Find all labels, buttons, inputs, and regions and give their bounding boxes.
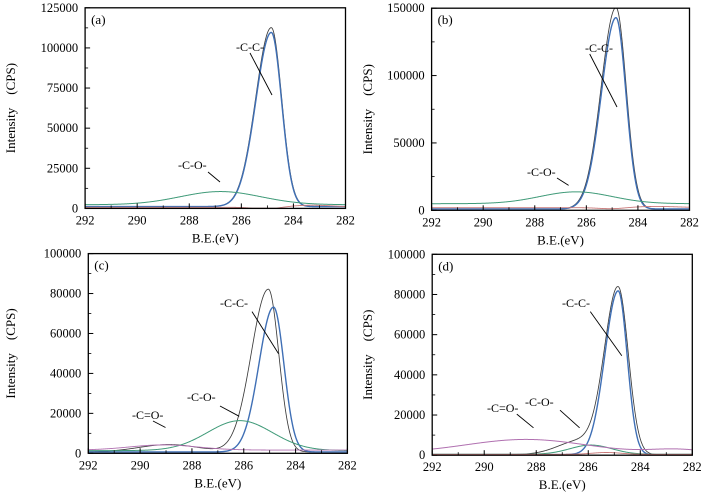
svg-text:(b): (b): [438, 12, 453, 27]
svg-text:-C-C-: -C-C-: [562, 296, 590, 310]
svg-text:292: 292: [79, 458, 98, 472]
svg-text:40000: 40000: [394, 368, 425, 382]
svg-text:282: 282: [336, 213, 355, 227]
svg-text:282: 282: [338, 458, 357, 472]
svg-text:Intensity (CPS): Intensity (CPS): [360, 64, 375, 154]
svg-text:B.E.(eV): B.E.(eV): [192, 230, 239, 245]
svg-text:282: 282: [683, 460, 702, 474]
svg-text:B.E.(eV): B.E.(eV): [537, 232, 584, 247]
svg-text:(a): (a): [91, 12, 105, 27]
svg-text:288: 288: [527, 460, 546, 474]
svg-text:-C=O-: -C=O-: [132, 408, 163, 422]
svg-text:-C-O-: -C-O-: [525, 395, 554, 409]
svg-text:284: 284: [631, 460, 651, 474]
svg-text:100000: 100000: [44, 249, 82, 261]
svg-text:Intensity (CPS): Intensity (CPS): [3, 308, 18, 398]
svg-text:284: 284: [629, 215, 649, 229]
svg-text:100000: 100000: [41, 41, 79, 55]
svg-text:286: 286: [577, 215, 596, 229]
svg-text:50000: 50000: [393, 136, 424, 150]
svg-text:-C-O-: -C-O-: [178, 158, 207, 172]
svg-text:292: 292: [422, 215, 441, 229]
svg-text:50000: 50000: [47, 121, 78, 135]
svg-text:290: 290: [475, 460, 494, 474]
svg-text:25000: 25000: [47, 161, 78, 175]
svg-text:100000: 100000: [388, 249, 426, 261]
svg-text:284: 284: [284, 213, 304, 227]
svg-text:(c): (c): [94, 258, 108, 273]
svg-text:290: 290: [128, 213, 147, 227]
svg-text:292: 292: [76, 213, 95, 227]
svg-text:290: 290: [474, 215, 493, 229]
svg-text:-C-C-: -C-C-: [236, 40, 264, 54]
svg-text:B.E.(eV): B.E.(eV): [194, 475, 241, 490]
svg-text:288: 288: [183, 458, 202, 472]
svg-text:125000: 125000: [41, 1, 79, 15]
svg-text:B.E.(eV): B.E.(eV): [539, 477, 586, 492]
svg-text:80000: 80000: [394, 287, 425, 301]
svg-text:286: 286: [232, 213, 251, 227]
svg-text:Intensity (CPS): Intensity (CPS): [3, 63, 18, 153]
svg-text:100000: 100000: [387, 69, 425, 83]
svg-text:-C-O-: -C-O-: [527, 165, 556, 179]
svg-text:-C-C-: -C-C-: [585, 41, 613, 55]
svg-text:60000: 60000: [394, 328, 425, 342]
svg-text:290: 290: [131, 458, 150, 472]
svg-text:20000: 20000: [394, 408, 425, 422]
svg-text:292: 292: [423, 460, 442, 474]
svg-text:(d): (d): [438, 258, 453, 273]
svg-text:286: 286: [579, 460, 598, 474]
svg-text:286: 286: [234, 458, 253, 472]
svg-text:150000: 150000: [387, 1, 425, 15]
svg-text:-C-C-: -C-C-: [220, 296, 248, 310]
svg-text:284: 284: [286, 458, 306, 472]
svg-text:20000: 20000: [50, 406, 81, 420]
svg-text:75000: 75000: [47, 81, 78, 95]
svg-text:40000: 40000: [50, 366, 81, 380]
svg-text:288: 288: [180, 213, 199, 227]
svg-text:282: 282: [680, 215, 699, 229]
svg-text:288: 288: [525, 215, 544, 229]
svg-text:60000: 60000: [50, 326, 81, 340]
svg-text:-C-O-: -C-O-: [187, 390, 216, 404]
svg-text:-C=O-: -C=O-: [487, 401, 518, 415]
svg-text:Intensity (CPS): Intensity (CPS): [360, 310, 375, 400]
svg-text:80000: 80000: [50, 287, 81, 301]
